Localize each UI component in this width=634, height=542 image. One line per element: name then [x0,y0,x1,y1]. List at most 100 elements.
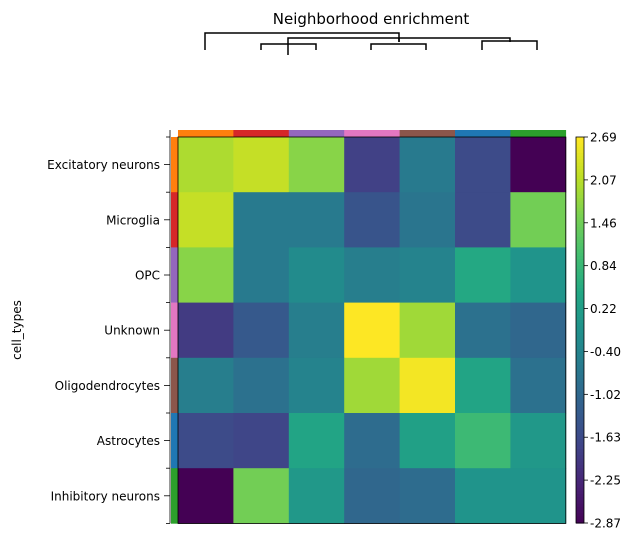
colorbar-tick-label: 1.46 [590,216,617,230]
colorbar-segment [576,449,584,453]
colorbar: 2.69 2.07 1.46 0.84 0.22 -0.40 -1.02 -1.63 -2.25… [575,131,621,531]
row-tick-label: Astrocytes [97,434,160,448]
colorbar-segment [576,227,584,231]
colorbar-segment [576,468,584,473]
colorbar-segment [576,265,584,270]
heatmap-cell [178,468,234,524]
heatmap-cell [399,137,456,193]
heatmap-cell [455,192,511,248]
colorbar-segment [576,439,584,444]
dendrogram-link-root [204,32,400,50]
colorbar-segment [576,162,584,167]
colorbar-tick-label: 2.69 [590,131,617,145]
colorbar-segment [576,519,584,524]
column-color-swatch [344,130,400,137]
heatmap-cell [455,468,511,524]
colorbar-segment [576,384,584,389]
colorbar-segment [576,474,584,479]
colorbar-segment [576,503,584,508]
colorbar-segment [576,281,584,286]
heatmap-cell [233,247,290,303]
colorbar-segment [576,262,584,267]
colorbar-segment [576,420,584,424]
column-color-bar [178,130,567,137]
column-color-swatch [510,130,567,137]
colorbar-segment [576,371,584,376]
row-color-bar [171,137,178,524]
colorbar-segment [576,204,584,209]
colorbar-segment [576,230,584,235]
colorbar-segment [576,407,584,412]
column-color-swatch [399,130,456,137]
colorbar-segment [576,510,584,514]
heatmap-cell [288,192,345,248]
colorbar-frame [575,136,585,524]
colorbar-segment [576,442,584,447]
heatmap-cell [399,468,456,524]
dendrogram-link-a [260,43,317,50]
heatmap-cell [510,247,567,303]
row-tick-label: Oligodendrocytes [55,379,160,393]
chart-title: Neighborhood enrichment [273,10,470,28]
colorbar-segment [576,313,584,318]
colorbar-segment [576,310,584,315]
colorbar-tick-label: 0.84 [590,259,617,273]
row-color-swatch [171,137,178,193]
colorbar-segment [576,458,584,463]
colorbar-segment [576,490,584,495]
row-color-swatch [171,413,178,469]
colorbar-tick-label: -2.25 [590,474,621,488]
row-color-swatch [171,302,178,359]
colorbar-segment [576,346,584,350]
heatmap-cell [399,302,456,359]
colorbar-tick-label: 0.22 [590,302,617,316]
colorbar-segment [576,330,584,334]
colorbar-segment [576,194,584,199]
colorbar-segment [576,223,584,228]
column-color-swatch [288,130,345,137]
colorbar-segment [576,140,584,145]
colorbar-segment [576,272,584,276]
heatmap-cell [288,247,345,303]
column-color-swatch [455,130,511,137]
colorbar-segment [576,461,584,466]
colorbar-segment [576,513,584,518]
column-color-swatch [233,130,290,137]
heatmap-cell [510,192,567,248]
colorbar-segment [576,432,584,437]
colorbar-tick-label: -2.87 [590,517,621,531]
row-tick-label: Microglia [106,213,160,227]
colorbar-segment [576,452,584,457]
heatmap-cell [288,468,345,524]
colorbar-segment [576,339,584,344]
colorbar-segment [576,201,584,206]
heatmap-cells [169,130,567,524]
colorbar-segment [576,484,584,489]
colorbar-segment [576,336,584,341]
heatmap-cell [510,468,567,524]
colorbar-segment [576,355,584,360]
colorbar-segment [576,304,584,309]
colorbar-segment [576,516,584,521]
heatmap-cell [510,137,567,193]
colorbar-segment [576,207,584,212]
heatmap-cell [178,247,234,303]
colorbar-segment [576,214,584,219]
row-color-swatch [171,192,178,248]
colorbar-segment [576,387,584,392]
colorbar-tick-label: -0.40 [590,345,621,359]
colorbar-segment [576,294,584,299]
colorbar-segment [576,471,584,476]
row-color-swatch [171,357,178,414]
colorbar-segment [576,210,584,215]
colorbar-segment [576,146,584,151]
colorbar-segment [576,243,584,247]
heatmap-cell [510,302,567,359]
heatmap-cell [233,302,290,359]
heatmap-cell [399,413,456,469]
colorbar-segment [576,291,584,296]
colorbar-segment [576,362,584,366]
colorbar-segment [576,333,584,338]
colorbar-segment [576,403,584,408]
